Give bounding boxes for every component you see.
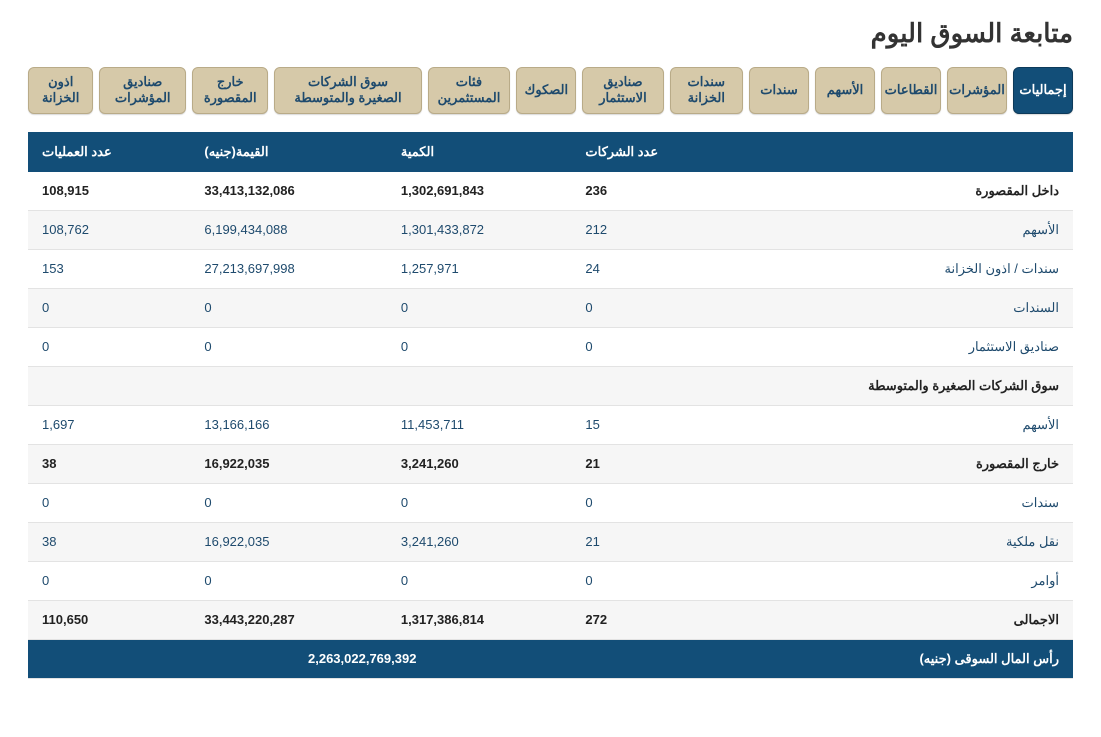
- row-volume: 0: [387, 327, 572, 366]
- tab-6[interactable]: صناديق الاستثمار: [582, 67, 663, 114]
- row-trades: 38: [28, 522, 190, 561]
- tab-1[interactable]: المؤشرات: [947, 67, 1007, 114]
- table-row: الأسهم2121,301,433,8726,199,434,088108,7…: [28, 210, 1073, 249]
- row-companies: 0: [571, 483, 738, 522]
- row-companies: 0: [571, 327, 738, 366]
- table-row: صناديق الاستثمار0000: [28, 327, 1073, 366]
- table-row: أوامر0000: [28, 561, 1073, 600]
- row-companies: 21: [571, 522, 738, 561]
- row-label: الاجمالى: [739, 600, 1073, 639]
- tab-3[interactable]: الأسهم: [815, 67, 875, 114]
- row-label: نقل ملكية: [739, 522, 1073, 561]
- row-companies: 272: [571, 600, 738, 639]
- row-trades: 108,762: [28, 210, 190, 249]
- market-cap-row: رأس المال السوقى (جنيه) 2,263,022,769,39…: [28, 639, 1073, 678]
- row-trades: 110,650: [28, 600, 190, 639]
- row-value: 0: [190, 483, 387, 522]
- row-value: 16,922,035: [190, 522, 387, 561]
- tab-2[interactable]: القطاعات: [881, 67, 941, 114]
- table-row: سندات / اذون الخزانة241,257,97127,213,69…: [28, 249, 1073, 288]
- row-value: 33,413,132,086: [190, 172, 387, 211]
- tab-0[interactable]: إجماليات: [1013, 67, 1073, 114]
- col-value: القيمة(جنيه): [190, 132, 387, 172]
- row-value: 13,166,166: [190, 405, 387, 444]
- tab-11[interactable]: صناديق المؤشرات: [99, 67, 186, 114]
- row-label: أوامر: [739, 561, 1073, 600]
- row-value: 0: [190, 288, 387, 327]
- row-volume: 11,453,711: [387, 405, 572, 444]
- row-label: سندات / اذون الخزانة: [739, 249, 1073, 288]
- row-label: سوق الشركات الصغيرة والمتوسطة: [739, 366, 1073, 405]
- table-row: الأسهم1511,453,71113,166,1661,697: [28, 405, 1073, 444]
- row-label: الأسهم: [739, 405, 1073, 444]
- row-companies: 212: [571, 210, 738, 249]
- row-volume: 0: [387, 483, 572, 522]
- row-companies: 0: [571, 561, 738, 600]
- tab-8[interactable]: فئات المستثمرين: [428, 67, 511, 114]
- tab-4[interactable]: سندات: [749, 67, 809, 114]
- table-row: داخل المقصورة2361,302,691,84333,413,132,…: [28, 172, 1073, 211]
- market-cap-value: 2,263,022,769,392: [28, 639, 739, 678]
- tab-9[interactable]: سوق الشركات الصغيرة والمتوسطة: [274, 67, 421, 114]
- row-trades: 38: [28, 444, 190, 483]
- totals-table: عدد الشركات الكمية القيمة(جنيه) عدد العم…: [28, 132, 1073, 679]
- table-row: السندات0000: [28, 288, 1073, 327]
- tabs-bar: إجمالياتالمؤشراتالقطاعاتالأسهمسنداتسندات…: [28, 67, 1073, 114]
- row-volume: 3,241,260: [387, 522, 572, 561]
- row-trades: 1,697: [28, 405, 190, 444]
- row-value: 6,199,434,088: [190, 210, 387, 249]
- row-companies: 21: [571, 444, 738, 483]
- tab-7[interactable]: الصكوك: [516, 67, 576, 114]
- col-trades: عدد العمليات: [28, 132, 190, 172]
- row-label: خارج المقصورة: [739, 444, 1073, 483]
- row-volume: [387, 366, 572, 405]
- market-cap-label: رأس المال السوقى (جنيه): [739, 639, 1073, 678]
- row-volume: 1,302,691,843: [387, 172, 572, 211]
- table-row: نقل ملكية213,241,26016,922,03538: [28, 522, 1073, 561]
- row-companies: 0: [571, 288, 738, 327]
- row-volume: 1,257,971: [387, 249, 572, 288]
- row-trades: [28, 366, 190, 405]
- row-volume: 1,317,386,814: [387, 600, 572, 639]
- col-label: [739, 132, 1073, 172]
- table-row: سندات0000: [28, 483, 1073, 522]
- row-trades: 153: [28, 249, 190, 288]
- row-value: 33,443,220,287: [190, 600, 387, 639]
- row-value: 0: [190, 327, 387, 366]
- row-value: 27,213,697,998: [190, 249, 387, 288]
- row-trades: 108,915: [28, 172, 190, 211]
- row-volume: 0: [387, 288, 572, 327]
- row-volume: 1,301,433,872: [387, 210, 572, 249]
- page-title: متابعة السوق اليوم: [28, 18, 1073, 49]
- row-companies: [571, 366, 738, 405]
- row-value: 16,922,035: [190, 444, 387, 483]
- row-volume: 3,241,260: [387, 444, 572, 483]
- tab-5[interactable]: سندات الخزانة: [670, 67, 743, 114]
- tab-12[interactable]: اذون الخزانة: [28, 67, 93, 114]
- row-value: 0: [190, 561, 387, 600]
- row-companies: 15: [571, 405, 738, 444]
- row-companies: 24: [571, 249, 738, 288]
- row-label: الأسهم: [739, 210, 1073, 249]
- row-label: سندات: [739, 483, 1073, 522]
- table-row: خارج المقصورة213,241,26016,922,03538: [28, 444, 1073, 483]
- row-label: داخل المقصورة: [739, 172, 1073, 211]
- col-companies: عدد الشركات: [571, 132, 738, 172]
- row-value: [190, 366, 387, 405]
- row-trades: 0: [28, 288, 190, 327]
- row-trades: 0: [28, 483, 190, 522]
- row-volume: 0: [387, 561, 572, 600]
- tab-10[interactable]: خارج المقصورة: [192, 67, 268, 114]
- table-row: الاجمالى2721,317,386,81433,443,220,28711…: [28, 600, 1073, 639]
- table-row: سوق الشركات الصغيرة والمتوسطة: [28, 366, 1073, 405]
- row-trades: 0: [28, 561, 190, 600]
- row-label: صناديق الاستثمار: [739, 327, 1073, 366]
- row-companies: 236: [571, 172, 738, 211]
- row-trades: 0: [28, 327, 190, 366]
- col-volume: الكمية: [387, 132, 572, 172]
- row-label: السندات: [739, 288, 1073, 327]
